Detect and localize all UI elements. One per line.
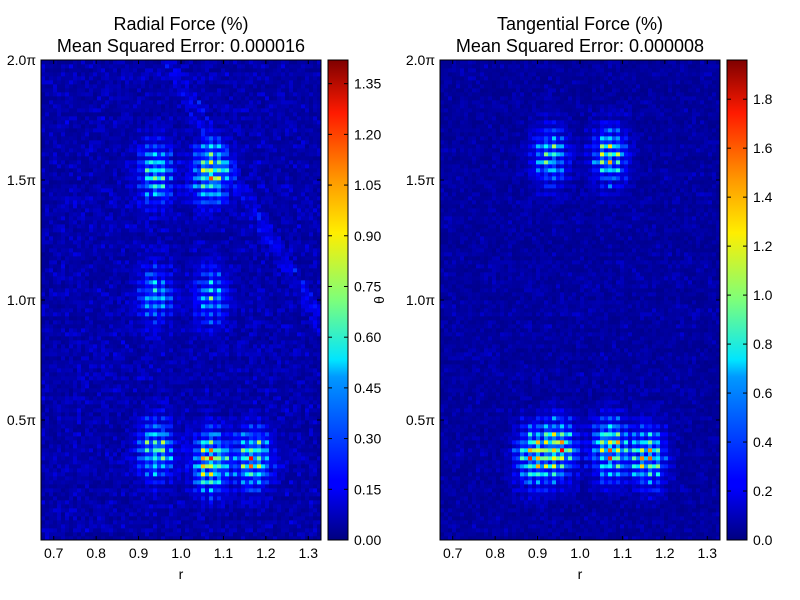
x-tick-label: 0.7	[44, 545, 64, 561]
y-tick-label: 1.5π	[406, 172, 435, 188]
colorbar-tick-label: 0.75	[354, 278, 381, 294]
colorbar-tick-label: 0.2	[753, 483, 773, 499]
colorbar-tick-label: 0.60	[354, 329, 381, 345]
colorbar-tick-label: 0.90	[354, 228, 381, 244]
x-tick-label: 0.9	[528, 545, 548, 561]
colorbar-tick-label: 1.2	[753, 238, 773, 254]
y-tick-label: 0.5π	[7, 412, 36, 428]
tangential-title: Tangential Force (%)	[497, 14, 663, 34]
x-tick-label: 1.0	[171, 545, 191, 561]
colorbar-tick-label: 1.0	[753, 287, 773, 303]
tangential-colorbar	[727, 60, 747, 540]
tangential-y-ticks: 0.5π 1.0π 1.5π 2.0π	[406, 52, 720, 428]
radial-colorbar-ticks: 0.00 0.15 0.30 0.45 0.60 0.75 0.90 1.05 1.20 1.35	[328, 76, 381, 548]
tangential-subtitle: Mean Squared Error: 0.000008	[456, 36, 704, 56]
colorbar-tick-label: 0.6	[753, 385, 773, 401]
theta-axis-label: θ	[371, 296, 387, 304]
colorbar-tick-label: 0.8	[753, 336, 773, 352]
colorbar-tick-label: 0.4	[753, 434, 773, 450]
y-tick-label: 1.0π	[406, 292, 435, 308]
radial-heatmap	[41, 60, 322, 541]
colorbar-tick-label: 1.8	[753, 91, 773, 107]
x-tick-label: 0.8	[86, 545, 106, 561]
x-tick-label: 0.9	[129, 545, 149, 561]
radial-subtitle: Mean Squared Error: 0.000016	[57, 36, 305, 56]
radial-title: Radial Force (%)	[113, 14, 248, 34]
x-tick-label: 0.7	[443, 545, 463, 561]
tangential-x-ticks: 0.7 0.8 0.9 1.0 1.1 1.2 1.3	[443, 60, 717, 561]
y-tick-label: 1.5π	[7, 172, 36, 188]
colorbar-tick-label: 1.6	[753, 140, 773, 156]
radial-y-ticks: 0.5π 1.0π 1.5π 2.0π	[7, 52, 321, 428]
tangential-colorbar-frame	[726, 59, 748, 541]
colorbar-tick-label: 0.15	[354, 481, 381, 497]
colorbar-tick-label: 1.05	[354, 177, 381, 193]
x-tick-label: 1.2	[256, 545, 276, 561]
tangential-force-panel: Tangential Force (%) Mean Squared Error:…	[406, 14, 773, 582]
y-tick-label: 1.0π	[7, 292, 36, 308]
radial-x-ticks: 0.7 0.8 0.9 1.0 1.1 1.2 1.3	[44, 60, 318, 561]
x-tick-label: 1.1	[613, 545, 633, 561]
radial-colorbar-frame	[327, 59, 349, 541]
radial-force-panel: Radial Force (%) Mean Squared Error: 0.0…	[7, 14, 387, 582]
tangential-heatmap	[440, 60, 721, 541]
colorbar-tick-label: 1.4	[753, 189, 773, 205]
radial-x-axis-label: r	[179, 566, 184, 582]
x-tick-label: 1.1	[214, 545, 234, 561]
colorbar-tick-label: 1.20	[354, 126, 381, 142]
colorbar-tick-label: 0.00	[354, 532, 381, 548]
x-tick-label: 1.0	[570, 545, 590, 561]
y-tick-label: 2.0π	[406, 52, 435, 68]
x-tick-label: 1.3	[299, 545, 319, 561]
radial-colorbar	[328, 60, 348, 540]
colorbar-tick-label: 0.45	[354, 380, 381, 396]
x-tick-label: 1.2	[655, 545, 675, 561]
tangential-colorbar-ticks: 0.0 0.2 0.4 0.6 0.8 1.0 1.2 1.4 1.6 1.8	[727, 91, 773, 548]
x-tick-label: 0.8	[485, 545, 505, 561]
y-tick-label: 0.5π	[406, 412, 435, 428]
x-tick-label: 1.3	[698, 545, 718, 561]
y-tick-label: 2.0π	[7, 52, 36, 68]
colorbar-tick-label: 0.30	[354, 431, 381, 447]
tangential-x-axis-label: r	[578, 566, 583, 582]
colorbar-tick-label: 0.0	[753, 532, 773, 548]
colorbar-tick-label: 1.35	[354, 76, 381, 92]
